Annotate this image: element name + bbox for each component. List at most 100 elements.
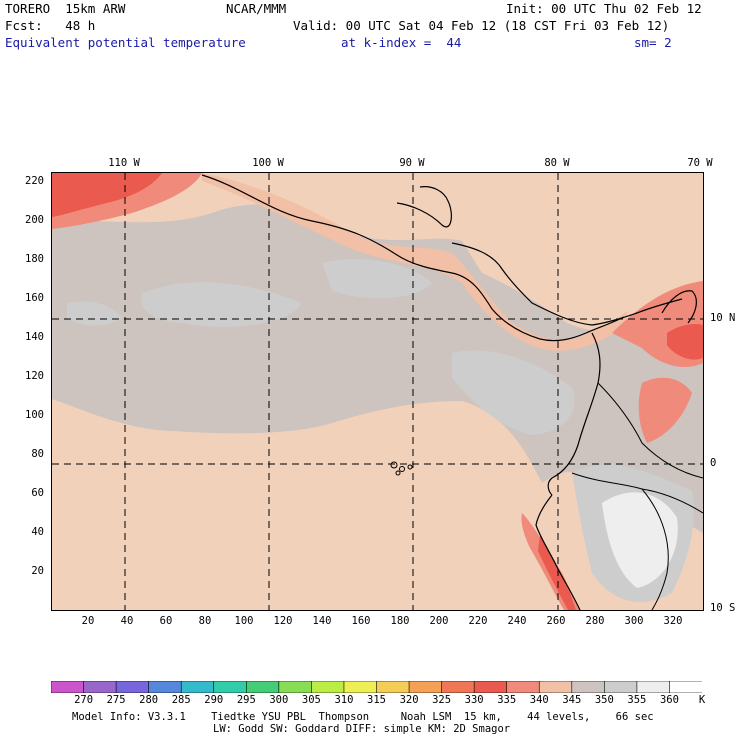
y-tick: 140 (25, 331, 44, 343)
colorbar-swatch (213, 681, 248, 693)
colorbar-swatch (180, 681, 215, 693)
colorbar-label: 325 (432, 694, 452, 706)
lon-label-100w: 100 W (252, 157, 284, 169)
lon-label-110w: 110 W (108, 157, 140, 169)
colorbar-swatch (148, 681, 183, 693)
colorbar-label: 295 (236, 694, 256, 706)
border-south-2 (641, 488, 703, 514)
smoothing-info: sm= 2 (634, 35, 672, 50)
y-tick: 220 (25, 175, 44, 187)
lightgrey-patch (141, 282, 302, 327)
galapagos-island (395, 470, 401, 476)
lightgrey-patch (452, 350, 575, 435)
x-tick: 40 (120, 615, 134, 627)
coastline-peru (535, 494, 581, 610)
x-tick: 80 (198, 615, 212, 627)
y-tick: 60 (31, 487, 44, 499)
y-tick: 100 (25, 409, 44, 421)
colorbar-swatch (441, 681, 475, 693)
model-info-line2: LW: Godd SW: Goddard DIFF: simple KM: 2D… (213, 723, 511, 735)
x-tick: 120 (273, 615, 293, 627)
colorbar-swatch (473, 681, 508, 693)
y-tick: 120 (25, 370, 44, 382)
lightgrey-patch (322, 259, 432, 299)
colorbar-label: 350 (594, 694, 614, 706)
y-tick: 20 (31, 565, 44, 577)
galapagos-island (399, 466, 405, 472)
init-time: Init: 00 UTC Thu 02 Feb 12 (506, 1, 702, 16)
colorbar-swatch (538, 681, 573, 693)
x-tick: 320 (663, 615, 683, 627)
x-tick: 20 (81, 615, 95, 627)
y-tick: 160 (25, 292, 44, 304)
colorbar-label: 270 (74, 694, 94, 706)
coastline-maracaibo (661, 290, 697, 324)
hot-corner-nw (52, 173, 162, 217)
lat-label-10s: 10 S (710, 602, 736, 614)
hot-strip-coast (538, 535, 576, 610)
colorbar-swatch (376, 681, 410, 693)
colorbar-label: 340 (529, 694, 549, 706)
hot-patch-caribbean (667, 323, 703, 360)
x-tick: 60 (159, 615, 173, 627)
colorbar-swatch (343, 681, 378, 693)
x-tick: 180 (390, 615, 410, 627)
x-tick: 260 (546, 615, 566, 627)
colorbar-swatch (408, 681, 443, 693)
x-tick: 300 (624, 615, 644, 627)
colorbar (51, 681, 702, 693)
colorbar-swatch (278, 681, 313, 693)
y-tick: 180 (25, 253, 44, 265)
colorbar-label: 360 (659, 694, 679, 706)
border-andes (597, 382, 703, 479)
lightgrey-patch (67, 301, 122, 326)
y-tick: 200 (25, 214, 44, 226)
land-warm-band (202, 173, 627, 351)
colorbar-label: 335 (497, 694, 517, 706)
colorbar-swatch (506, 681, 541, 693)
lat-label-10n: 10 N (710, 312, 736, 324)
coastline-yucatan (396, 186, 452, 228)
coastline-caribbean (451, 242, 683, 326)
colorbar-label: 280 (139, 694, 159, 706)
colorbar-label: 310 (334, 694, 354, 706)
colorbar-label: 290 (204, 694, 224, 706)
x-tick: 100 (234, 615, 254, 627)
colorbar-label: 320 (399, 694, 419, 706)
lon-label-80w: 80 W (544, 157, 570, 169)
center-name: NCAR/MMM (226, 1, 287, 16)
level-info: at k-index = 44 (341, 35, 462, 50)
x-tick: 220 (468, 615, 488, 627)
valid-time: Valid: 00 UTC Sat 04 Feb 12 (18 CST Fri … (293, 18, 670, 33)
x-tick: 200 (429, 615, 449, 627)
colorbar-swatch (669, 681, 702, 693)
colorbar-swatch (115, 681, 150, 693)
colorbar-swatch (51, 681, 85, 693)
colorbar-swatch (636, 681, 671, 693)
colorbar-label: 285 (171, 694, 191, 706)
colorbar-label: 345 (562, 694, 582, 706)
colorbar-label: 315 (367, 694, 386, 706)
colorbar-label: 300 (269, 694, 289, 706)
colorbar-swatch (604, 681, 638, 693)
theta-e-field (52, 173, 703, 610)
x-tick: 160 (351, 615, 371, 627)
model-name: TORERO 15km ARW (5, 1, 126, 16)
galapagos-island (390, 461, 398, 469)
x-tick: 280 (585, 615, 605, 627)
colorbar-label: 305 (301, 694, 321, 706)
colorbar-swatch (246, 681, 280, 693)
coastline-colombia (547, 332, 601, 496)
warm-patch-east (638, 377, 692, 443)
y-tick: 40 (31, 526, 44, 538)
colorbar-unit: K (698, 694, 706, 706)
lon-label-70w: 70 W (687, 157, 713, 169)
colorbar-label: 355 (627, 694, 647, 706)
colorbar-swatch (311, 681, 345, 693)
field-name: Equivalent potential temperature (5, 35, 246, 50)
x-tick: 240 (507, 615, 527, 627)
colorbar-swatch (571, 681, 606, 693)
colorbar-swatch (83, 681, 117, 693)
colorbar-label: 330 (464, 694, 484, 706)
coastline-central-america (201, 174, 625, 342)
